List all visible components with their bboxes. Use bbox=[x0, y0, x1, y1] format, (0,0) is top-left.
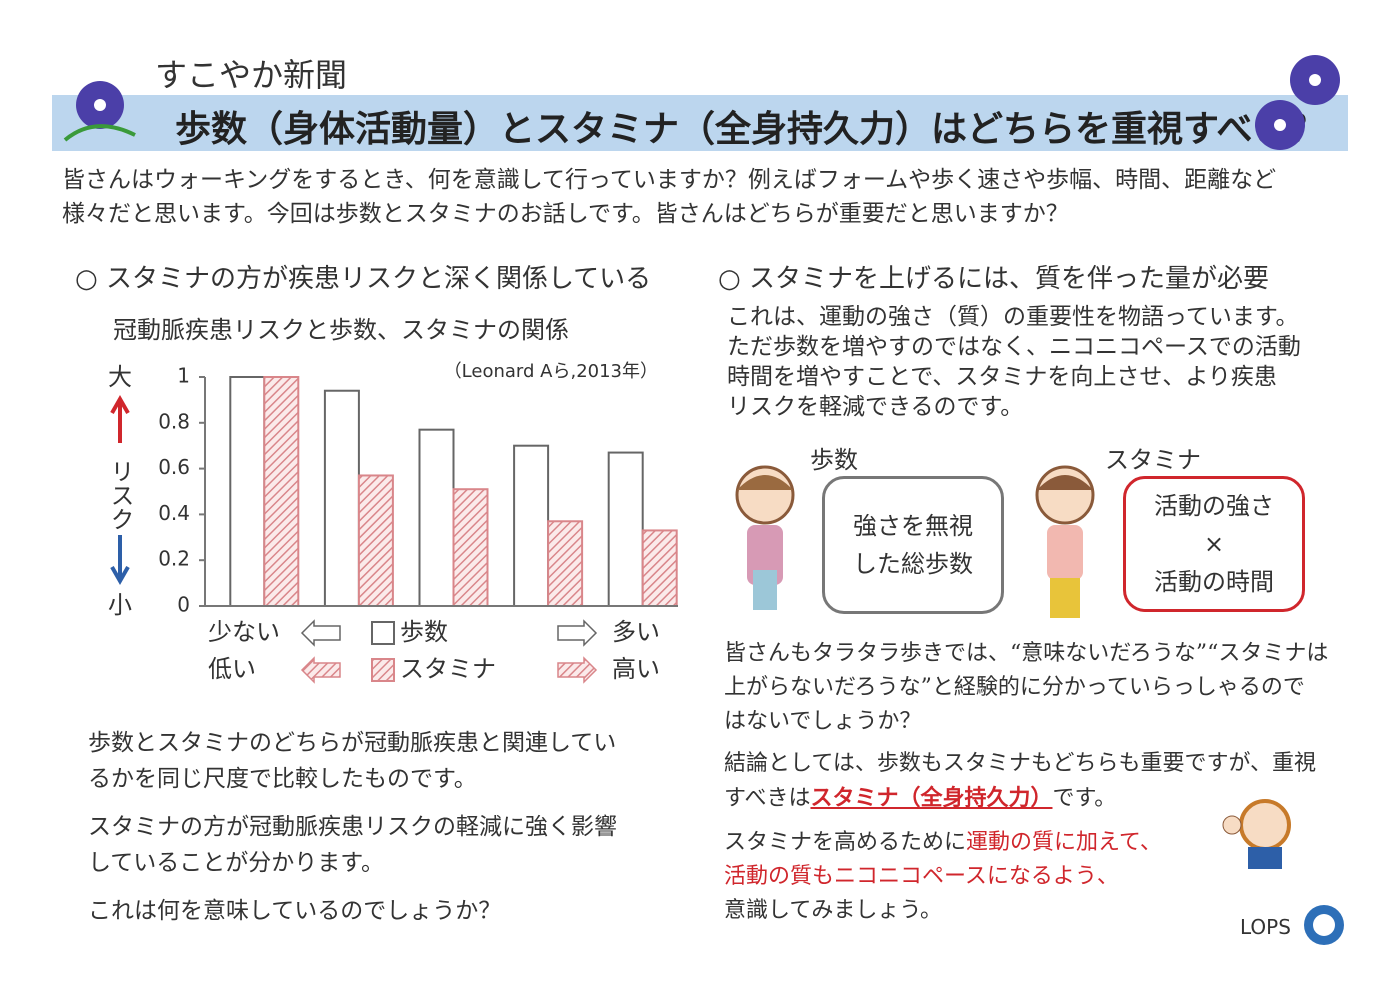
line: すべきはスタミナ（全身持久力）です。 bbox=[724, 781, 1328, 816]
legend-label: スタミナ bbox=[400, 655, 496, 683]
line: るかを同じ尺度で比較したものです。 bbox=[88, 766, 477, 792]
y-tick-label: 0 bbox=[177, 593, 190, 617]
line: ただ歩数を増やすのではなく、ニコニコペースでの活動 bbox=[727, 334, 1301, 360]
intro-line: 皆さんはウォーキングをするとき、何を意識して行っていますか？例えばフォームや歩く… bbox=[62, 167, 1277, 193]
arrow-right bbox=[557, 619, 598, 647]
y-label-top: 大 bbox=[108, 363, 132, 391]
line: 結論としては、歩数もスタミナもどちらも重要ですが、重視 bbox=[724, 751, 1317, 776]
line: スタミナを高めるために運動の質に加えて、 bbox=[724, 826, 1328, 860]
down-arrow bbox=[110, 535, 130, 586]
line: 活動の時間 bbox=[1154, 568, 1274, 596]
y-tick-label: 0.6 bbox=[158, 455, 190, 479]
text: です。 bbox=[1052, 786, 1117, 811]
woman-illustration bbox=[735, 465, 795, 610]
woman-illustration bbox=[1222, 799, 1291, 869]
right-text: これは、運動の強さ（質）の重要性を物語っています。 ただ歩数を増やすのではなく、ニ… bbox=[727, 302, 1301, 422]
line: スタミナの方が冠動脈疾患リスクの軽減に強く影響 bbox=[88, 814, 617, 840]
emphasis: 運動の質に加えて、 bbox=[966, 830, 1162, 855]
bar bbox=[607, 451, 644, 607]
y-tick-label: 1 bbox=[177, 364, 190, 388]
logo-text: LOPS bbox=[1240, 915, 1291, 939]
line: これは、運動の強さ（質）の重要性を物語っています。 bbox=[727, 304, 1299, 330]
intro: 皆さんはウォーキングをするとき、何を意識して行っていますか？例えばフォームや歩く… bbox=[62, 163, 1276, 231]
text: スタミナを高めるために bbox=[724, 830, 967, 855]
line: 歩数とスタミナのどちらが冠動脈疾患と関連してい bbox=[88, 730, 617, 756]
line: した総歩数 bbox=[853, 550, 973, 578]
y-tick-label: 0.8 bbox=[158, 409, 190, 433]
legend-high: 多い bbox=[612, 618, 660, 646]
line: これは何を意味しているのでしょうか？ bbox=[88, 898, 502, 924]
intro-line: 様々だと思います。今回は歩数とスタミナのお話しです。皆さんはどちらが重要だと思い… bbox=[62, 201, 1069, 227]
text: すべきは bbox=[724, 786, 811, 811]
arrow-left bbox=[300, 656, 341, 684]
bar bbox=[263, 376, 300, 607]
line: はないでしょうか？ bbox=[724, 709, 922, 734]
legend-low: 少ない bbox=[208, 618, 280, 646]
y-label-middle: リスク bbox=[106, 459, 134, 531]
line: リスクを軽減できるのです。 bbox=[727, 394, 1024, 420]
flower-right bbox=[1255, 55, 1340, 150]
bar bbox=[641, 529, 678, 607]
emphasis: スタミナ（全身持久力） bbox=[810, 785, 1053, 811]
bar bbox=[452, 488, 489, 608]
bar bbox=[547, 520, 584, 608]
line: 活動の強さ bbox=[1154, 492, 1274, 520]
chart-source: （Leonard Aら,2013年） bbox=[444, 361, 658, 382]
line: 意識してみましょう。 bbox=[724, 898, 943, 923]
y-tick-label: 0.4 bbox=[158, 501, 190, 525]
y-label-bottom: 小 bbox=[108, 591, 132, 619]
title: 歩数（身体活動量）とスタミナ（全身持久力）はどちらを重視すべき？ bbox=[175, 109, 1325, 150]
bar bbox=[323, 389, 360, 607]
legend-low: 低い bbox=[208, 655, 256, 683]
stamina-box: 活動の強さ × 活動の時間 bbox=[1123, 476, 1305, 612]
logo-mark bbox=[1304, 905, 1344, 945]
bar bbox=[357, 474, 394, 607]
paper-name: すこやか新聞 bbox=[155, 56, 348, 94]
title-band bbox=[52, 95, 1348, 151]
arrow-right bbox=[557, 656, 598, 684]
steps-label: 歩数 bbox=[810, 446, 858, 474]
right-text-2: 皆さんもタラタラ歩きでは、“意味ないだろうな”“スタミナは 上がらないだろうな”と… bbox=[724, 637, 1328, 928]
line: していることが分かります。 bbox=[88, 850, 385, 876]
bar bbox=[513, 444, 550, 607]
line: 強さを無視 bbox=[853, 512, 973, 540]
line: 活動の質もニコニコペースになるよう、 bbox=[724, 864, 1119, 889]
line: 上がらないだろうな”と経験的に分かっていらっしゃるので bbox=[724, 675, 1305, 700]
chart: 大 リスク 小 （Leonard Aら,2013年） 0 0.2 0.4 0.6 0.8… bbox=[106, 361, 678, 684]
legend-swatch bbox=[371, 658, 395, 682]
bar bbox=[418, 428, 455, 607]
line: 皆さんもタラタラ歩きでは、“意味ないだろうな”“スタミナは bbox=[724, 641, 1329, 666]
stamina-label: スタミナ bbox=[1105, 446, 1201, 474]
woman-illustration bbox=[1035, 465, 1095, 618]
legend-high: 高い bbox=[612, 655, 660, 683]
up-arrow bbox=[110, 394, 130, 443]
steps-box: 強さを無視した総歩数 bbox=[822, 476, 1004, 614]
arrow-left bbox=[300, 619, 341, 647]
y-tick-label: 0.2 bbox=[158, 547, 190, 571]
line: × bbox=[1203, 530, 1225, 558]
bar bbox=[229, 376, 266, 607]
legend-swatch bbox=[371, 621, 395, 645]
line: 時間を増やすことで、スタミナを向上させ、より疾患 bbox=[727, 364, 1277, 390]
left-heading: ○ スタミナの方が疾患リスクと深く関係している bbox=[75, 264, 652, 294]
legend-label: 歩数 bbox=[400, 618, 448, 646]
chart-title: 冠動脈疾患リスクと歩数、スタミナの関係 bbox=[113, 316, 569, 344]
right-heading: ○ スタミナを上げるには、質を伴った量が必要 bbox=[718, 264, 1269, 294]
flower-left bbox=[63, 81, 136, 142]
left-text: 歩数とスタミナのどちらが冠動脈疾患と関連してい るかを同じ尺度で比較したものです。… bbox=[88, 725, 617, 929]
